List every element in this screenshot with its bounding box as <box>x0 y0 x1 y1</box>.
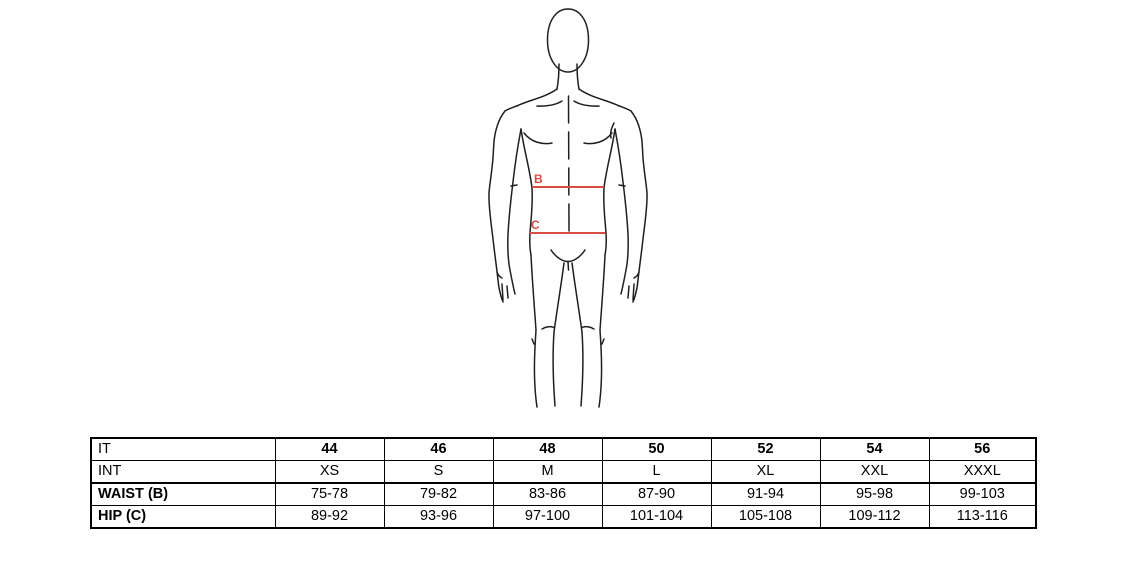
size-cell-it-5: 54 <box>819 437 930 461</box>
knee-left-mark <box>541 325 555 330</box>
elbow-right-dash <box>618 184 626 187</box>
arm-left-inner-line <box>507 128 522 295</box>
size-chart-table: IT 44 46 48 50 52 54 56 INT XS S M L XL XXL XXXL WAIST (… <box>90 437 1037 529</box>
size-cell-int-6: XXXL <box>928 460 1037 484</box>
thigh-right-inner-line <box>571 262 584 407</box>
arm-right-outer-line <box>630 110 648 303</box>
size-cell-it-6: 56 <box>928 437 1037 461</box>
torso-right-line <box>603 128 616 256</box>
size-cell-it-0: 44 <box>274 437 385 461</box>
size-cell-int-1: S <box>383 460 494 484</box>
size-table-row-it: IT 44 46 48 50 52 54 56 <box>90 437 1037 461</box>
row-label-it: IT <box>90 437 276 461</box>
size-cell-int-2: M <box>492 460 603 484</box>
knee-right-mark <box>581 325 595 330</box>
size-cell-waist-1: 79-82 <box>383 482 494 506</box>
wrist-left-mark <box>496 271 503 279</box>
shoulder-left-line <box>504 88 558 112</box>
briefs-curve <box>550 249 586 263</box>
neck-left-line <box>556 63 560 90</box>
size-cell-it-4: 52 <box>710 437 821 461</box>
size-cell-hip-1: 93-96 <box>383 505 494 529</box>
leg-left-outer-line <box>530 254 538 408</box>
wrist-right-mark <box>633 271 640 279</box>
size-cell-it-2: 48 <box>492 437 603 461</box>
row-label-hip: HIP (C) <box>90 505 276 529</box>
size-cell-it-1: 46 <box>383 437 494 461</box>
size-cell-waist-6: 99-103 <box>928 482 1037 506</box>
hip-marker-label-c: C <box>531 218 540 232</box>
size-table-body: IT 44 46 48 50 52 54 56 INT XS S M L XL XXL XXXL WAIST (… <box>90 437 1037 529</box>
row-label-waist: WAIST (B) <box>90 482 276 506</box>
armpit-right-fold <box>609 122 615 139</box>
head-outline <box>546 8 590 73</box>
collarbone-right-line <box>573 100 600 107</box>
arm-right-inner-line <box>614 128 629 295</box>
knee-right-tick <box>601 338 605 345</box>
size-cell-it-3: 50 <box>601 437 712 461</box>
thigh-left-inner-line <box>552 262 565 407</box>
hand-left-finger-line-1 <box>501 283 504 301</box>
size-cell-hip-6: 113-116 <box>928 505 1037 529</box>
size-cell-hip-3: 101-104 <box>601 505 712 529</box>
size-cell-waist-2: 83-86 <box>492 482 603 506</box>
size-cell-hip-2: 97-100 <box>492 505 603 529</box>
size-cell-hip-5: 109-112 <box>819 505 930 529</box>
male-figure-illustration: B C <box>488 8 648 408</box>
elbow-left-dash <box>510 184 518 187</box>
hand-right-finger-line-1 <box>632 283 635 301</box>
arm-left-outer-line <box>488 110 506 303</box>
size-cell-waist-4: 91-94 <box>710 482 821 506</box>
waist-marker-label-b: B <box>534 172 543 186</box>
neck-right-line <box>576 63 580 90</box>
size-cell-hip-0: 89-92 <box>274 505 385 529</box>
knee-left-tick <box>531 338 535 345</box>
measurement-markers-group: B C <box>529 172 606 234</box>
torso-left-line <box>520 128 533 256</box>
hand-left-finger-line-2 <box>506 285 509 299</box>
body-outline-group <box>488 8 648 408</box>
size-table-row-int: INT XS S M L XL XXL XXXL <box>90 460 1037 484</box>
size-cell-waist-3: 87-90 <box>601 482 712 506</box>
size-cell-waist-0: 75-78 <box>274 482 385 506</box>
size-table-row-hip: HIP (C) 89-92 93-96 97-100 101-104 105-108 109… <box>90 505 1037 529</box>
crotch-tick <box>567 260 570 271</box>
pec-right-curve <box>583 132 613 145</box>
pec-left-curve <box>523 132 553 145</box>
size-cell-int-5: XXL <box>819 460 930 484</box>
size-cell-int-4: XL <box>710 460 821 484</box>
row-label-int: INT <box>90 460 276 484</box>
size-table-row-waist: WAIST (B) 75-78 79-82 83-86 87-90 91-94 95-98 9… <box>90 482 1037 506</box>
collarbone-left-line <box>536 100 563 107</box>
size-cell-int-3: L <box>601 460 712 484</box>
sternum-center-line <box>567 95 570 232</box>
size-cell-waist-5: 95-98 <box>819 482 930 506</box>
shoulder-right-line <box>578 88 632 112</box>
leg-right-outer-line <box>598 254 606 408</box>
hand-right-finger-line-2 <box>627 285 630 299</box>
size-cell-int-0: XS <box>274 460 385 484</box>
size-cell-hip-4: 105-108 <box>710 505 821 529</box>
